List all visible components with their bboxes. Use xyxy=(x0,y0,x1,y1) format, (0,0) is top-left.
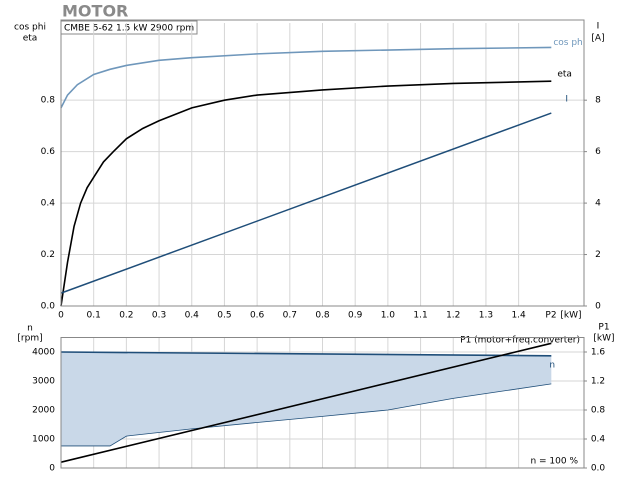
y-label: n xyxy=(27,324,33,334)
x-tick-label: 1.2 xyxy=(446,311,460,321)
y2-tick-label: 1.2 xyxy=(591,377,605,387)
y2-label: [A] xyxy=(591,34,604,44)
annotation: n = 100 % xyxy=(530,457,578,467)
x-tick-label: 0.7 xyxy=(283,311,297,321)
y2-tick-label: 4 xyxy=(595,199,601,209)
series-line xyxy=(60,112,552,294)
x-tick-label: 1.4 xyxy=(511,311,526,321)
series-line xyxy=(60,46,552,109)
y-tick-label: 0.4 xyxy=(41,199,56,209)
x-tick-label: 1.0 xyxy=(381,311,396,321)
x-tick-label: 0.1 xyxy=(87,311,101,321)
x-tick-label: 0.6 xyxy=(250,311,265,321)
x-label: [kW] xyxy=(560,311,581,321)
x-tick-label: 0.2 xyxy=(119,311,133,321)
y2-tick-label: 0 xyxy=(595,302,601,312)
plot-frame xyxy=(60,19,585,307)
chart-title: MOTOR xyxy=(62,2,128,21)
series-label: I xyxy=(565,95,568,105)
plot-frame xyxy=(60,337,585,469)
y2-tick-label: 0.4 xyxy=(591,435,606,445)
y-tick-label: 4000 xyxy=(32,348,55,358)
y-tick-label: 0.0 xyxy=(41,302,56,312)
y-tick-label: 3000 xyxy=(32,377,55,387)
x-tick-label: 0.9 xyxy=(348,311,363,321)
y2-tick-label: 0.0 xyxy=(591,464,606,474)
y-label: eta xyxy=(23,34,38,44)
series-line xyxy=(60,342,552,463)
y-tick-label: 2000 xyxy=(32,406,55,416)
series-label: eta xyxy=(557,70,572,80)
x-tick-label: 1.3 xyxy=(479,311,493,321)
x-tick-label: 0.3 xyxy=(152,311,166,321)
y-tick-label: 0 xyxy=(49,464,55,474)
y2-tick-label: 0.8 xyxy=(591,406,606,416)
x-tick-label: 0.8 xyxy=(315,311,330,321)
x-tick-label: 0.5 xyxy=(217,311,231,321)
area-edge xyxy=(61,383,552,447)
y-tick-label: 1000 xyxy=(32,435,55,445)
x-tick-label: 0.4 xyxy=(185,311,200,321)
x-tick-label: 1.1 xyxy=(413,311,427,321)
annotation: P1 (motor+freq.converter) xyxy=(460,336,580,346)
y-label: [rpm] xyxy=(17,334,42,344)
y2-tick-label: 6 xyxy=(595,147,601,157)
y2-tick-label: 8 xyxy=(595,96,601,106)
area xyxy=(61,352,552,446)
y-tick-label: 0.6 xyxy=(41,147,56,157)
series-label: cos phi xyxy=(553,38,585,48)
series-label: n xyxy=(549,360,555,370)
y2-label: P1 xyxy=(598,323,609,333)
x-label: P2 xyxy=(545,311,556,321)
y2-label: I xyxy=(597,22,600,32)
y2-tick-label: 1.6 xyxy=(591,348,606,358)
y-tick-label: 0.8 xyxy=(41,96,56,106)
y-label: cos phi xyxy=(14,23,46,33)
y2-tick-label: 2 xyxy=(595,250,601,260)
chart-subtitle: CMBE 5-62 1.5 kW 2900 rpm xyxy=(64,24,194,34)
y-tick-label: 0.2 xyxy=(41,250,55,260)
x-tick-label: 0 xyxy=(58,311,64,321)
series-line xyxy=(60,80,552,307)
series-line xyxy=(60,351,552,357)
y2-label: [kW] xyxy=(593,334,614,344)
